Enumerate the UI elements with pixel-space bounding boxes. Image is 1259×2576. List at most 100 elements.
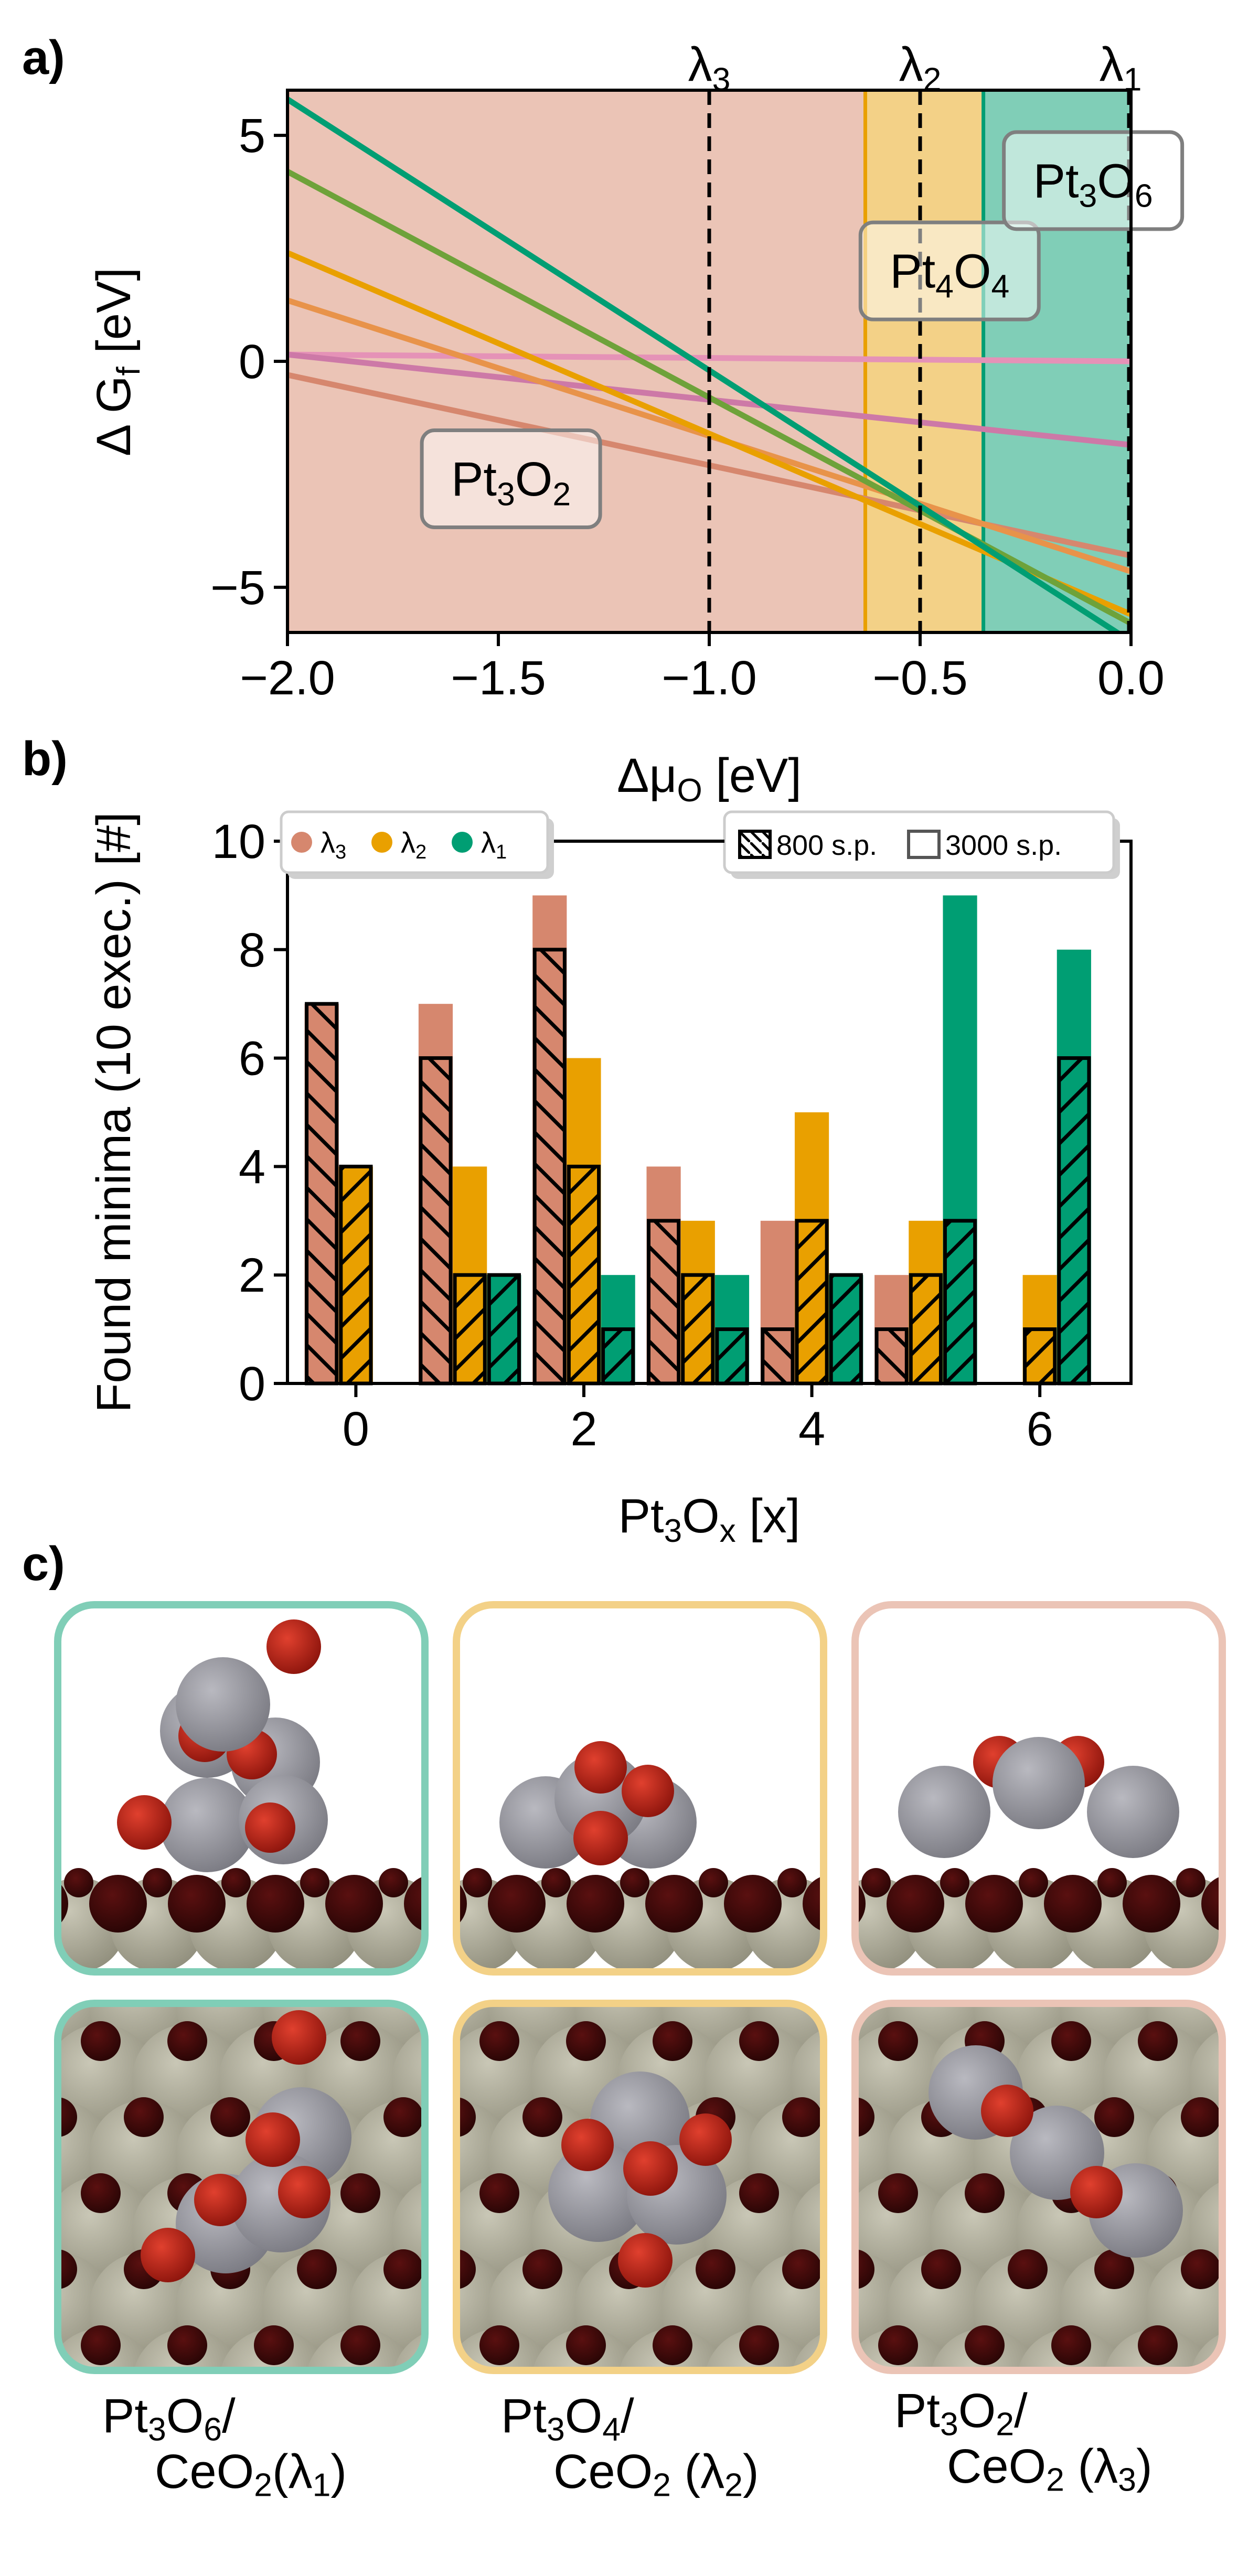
caption-pt3o6-close: ) [330,2444,347,2498]
slab-o-atom-top [855,2249,874,2289]
slab-o-atom [1044,1875,1102,1933]
caption-pt3o6-lambda-sub: 1 [312,2466,331,2504]
slab-o-atom-top [1019,1868,1048,1897]
caption-pt3o6-tail: / [222,2389,236,2443]
panel-label-c: c) [22,1537,65,1591]
slab-o-atom-top [340,2173,380,2213]
legend-color: λ3 λ2 λ 1 [280,810,554,879]
b-ytick-label: 2 [239,1249,265,1302]
slab-o-atom-top [0,2021,34,2061]
bar-800-lambda3-x5 [874,1327,909,1386]
slab-o-atom-top [383,2097,423,2137]
b-ytick-label: 6 [239,1032,265,1086]
caption-pt3o2-ceo: CeO [947,2439,1047,2493]
panel-b-xlabel: Pt3Ox [x] [618,1489,801,1549]
slab-o-atom [1123,1875,1180,1933]
panel-c-structures [0,1601,1259,2441]
region-label-box-2 [1002,130,1185,231]
b-xtick-label: 4 [798,1402,825,1456]
caption-pt3o4-ceo-sub: 2 [653,2466,671,2504]
slab-o-atom-top [699,1868,728,1897]
frame-pt3o6-top [54,2000,429,2374]
slab-ce-atom-top [617,2328,728,2370]
caption-pt3o2-ceo-sub: 2 [1046,2461,1064,2498]
slab-o-atom-top [782,2401,822,2441]
slab-o-atom-top [58,2249,77,2289]
slab-o-atom-top [965,2173,1005,2213]
slab-o-atom-top [456,2097,476,2137]
caption-pt3o6: Pt3O6/ CeO2(λ1) [102,2389,347,2504]
bar-800-lambda3-x3 [646,1219,681,1386]
slab-o-atom-top [566,2325,606,2365]
region-label-2-part: O [1097,154,1135,208]
slab-o-atom-top [340,2021,380,2061]
slab-ce-atom-top [0,2100,26,2210]
slab-o-atom-top [696,2249,735,2289]
legend-label-lambda3: λ3 [321,826,346,863]
slab-o-atom [168,1875,226,1933]
slab-o-atom-top [522,2249,562,2289]
slab-o-atom-top [1138,2325,1178,2365]
slab-o-atom-top [340,2325,380,2365]
slab-o-atom-top [1181,2097,1221,2137]
slab-o-atom-top [479,2325,519,2365]
caption-pt3o6-lambda: (λ [272,2444,313,2498]
slab-o-atom-top [64,1868,93,1897]
slab-ce-atom-top [1103,2328,1213,2370]
bar-800-lambda3-x2 [532,948,567,1386]
slab-o-atom-top [81,2173,121,2213]
slab-o-atom-top [1255,1868,1259,1897]
slab-o-atom-top [1224,2325,1259,2365]
slab-o-atom-top [0,1868,15,1897]
slab-o-atom-top [777,1868,807,1897]
structure-pt3o4-side [456,1605,824,1972]
slab-o-atom [724,1875,782,1933]
slab-ce-atom-top [1233,2252,1259,2363]
region-label-2-part: 3 [1079,178,1097,214]
region-label-box-1 [858,220,1041,321]
a-ytick-label: 5 [239,109,265,163]
legend-label-lambda2: λ2 [401,826,426,863]
region-label-1-part: 4 [935,268,954,305]
slab-o-atom-top [835,2401,874,2441]
slab-o-atom-top [210,2097,250,2137]
structure-pt3o2-side [855,1605,1259,1972]
slab-o-atom-top [143,1868,172,1897]
bar-800-lambda1-x2 [601,1327,635,1386]
legend-label-lambda2-part: λ [401,826,415,859]
caption-pt3o4-sub2: 4 [602,2411,621,2448]
caption-pt3o2-lambda-sub: 3 [1118,2461,1136,2498]
caption-pt3o6-base: Pt [102,2389,148,2443]
bar-800-lambda2-x2 [567,1164,601,1386]
slab-o-atom-top [739,2173,779,2213]
bar-800-lambda1-x4 [829,1273,863,1386]
b-xtick-label: 6 [1027,1402,1053,1456]
legend-label-3000: 3000 s.p. [945,830,1062,861]
bar-800-lambda2-x0 [339,1164,373,1386]
a-xtick-label: −1.0 [661,651,757,705]
slab-ce-atom-top [0,2252,26,2363]
slab-ce-atom-top [0,1948,26,2058]
slab-o-atom-top [1224,2173,1259,2213]
bar-800-lambda2-x3 [681,1273,715,1386]
slab-o-atom-top [300,1868,329,1897]
b-xtick-label: 2 [570,1402,597,1456]
a-xtick-label: 0.0 [1097,651,1165,705]
frame-pt3o2-top [851,2000,1226,2374]
vline-label-lambda1-part: λ [1100,38,1124,91]
slab-o-atom-top [1094,2249,1134,2289]
slab-o-atom-top [1094,2097,1134,2137]
region-pt3o2 [287,90,866,632]
slab-o-atom-top [479,2021,519,2061]
caption-pt3o4-tail: / [621,2389,634,2443]
slab-o-atom-top [0,2325,34,2365]
slab-o-atom-top [379,1868,408,1897]
slab-o-atom-top [921,2249,961,2289]
legend-label-lambda1-part: 1 [496,841,507,863]
slab-o-atom-top [653,2325,692,2365]
region-label-1: Pt4O4 [890,245,1009,305]
structure-pt3o4-top [456,2003,824,2441]
slab-o-atom-top [58,2097,77,2137]
a-ytick-label: 0 [239,335,265,389]
